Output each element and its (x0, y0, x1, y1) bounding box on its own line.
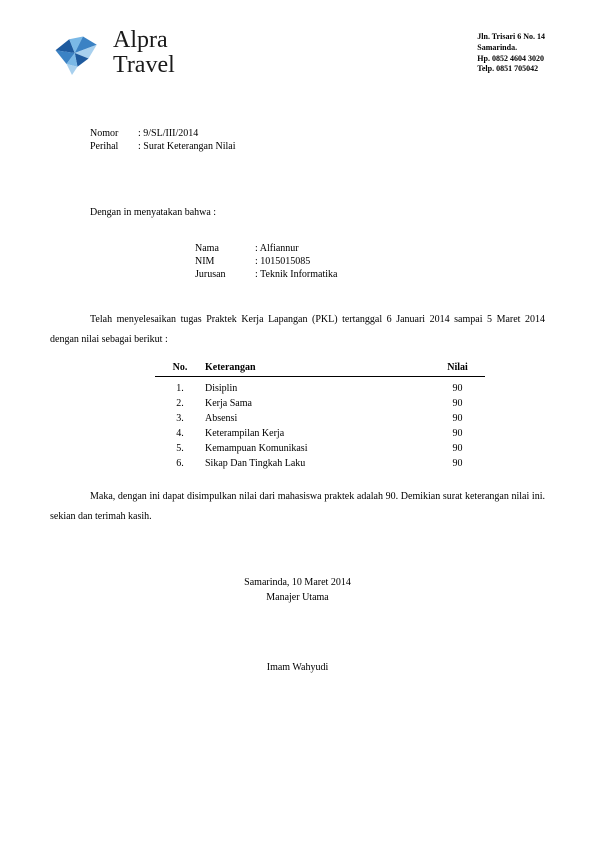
nama-label: Nama (195, 243, 255, 254)
company-name: Alpra Travel (113, 28, 175, 78)
cell-keterangan: Sikap Dan Tingkah Laku (205, 458, 430, 469)
company-name-line2: Travel (113, 53, 175, 78)
nomor-row: Nomor 9/SL/III/2014 (90, 128, 545, 139)
cell-no: 5. (155, 443, 205, 454)
cell-nilai: 90 (430, 398, 485, 409)
table-row: 4.Keterampilan Kerja90 (155, 426, 485, 441)
nim-label: NIM (195, 256, 255, 267)
signature-place-date: Samarinda, 10 Maret 2014 (50, 575, 545, 590)
cell-no: 6. (155, 458, 205, 469)
jurusan-label: Jurusan (195, 269, 255, 280)
cell-no: 2. (155, 398, 205, 409)
header-no: No. (155, 362, 205, 373)
perihal-label: Perihal (90, 141, 138, 152)
cell-nilai: 90 (430, 383, 485, 394)
jurusan-row: Jurusan Teknik Informatika (195, 269, 545, 280)
table-header: No. Keterangan Nilai (155, 362, 485, 377)
bird-logo-icon (50, 28, 105, 78)
table-row: 3.Absensi90 (155, 411, 485, 426)
company-address: Jln. Trisari 6 No. 14 Samarinda. Hp. 085… (477, 28, 545, 75)
cell-keterangan: Keterampilan Kerja (205, 428, 430, 439)
perihal-row: Perihal Surat Keterangan Nilai (90, 141, 545, 152)
signature-title: Manajer Utama (50, 590, 545, 605)
grades-table: No. Keterangan Nilai 1.Disiplin902.Kerja… (155, 362, 485, 471)
nama-value: Alfiannur (255, 243, 299, 254)
cell-no: 1. (155, 383, 205, 394)
cell-keterangan: Kemampuan Komunikasi (205, 443, 430, 454)
table-row: 1.Disiplin90 (155, 381, 485, 396)
address-line: Jln. Trisari 6 No. 14 (477, 32, 545, 43)
address-line: Telp. 0851 705042 (477, 64, 545, 75)
body-paragraph: Telah menyelesaikan tugas Praktek Kerja … (50, 310, 545, 350)
signature-gap (50, 605, 545, 660)
table-row: 2.Kerja Sama90 (155, 396, 485, 411)
student-info: Nama Alfiannur NIM 1015015085 Jurusan Te… (195, 243, 545, 280)
intro-statement: Dengan in menyatakan bahwa : (90, 207, 545, 218)
address-line: Hp. 0852 4604 3020 (477, 54, 545, 65)
cell-nilai: 90 (430, 458, 485, 469)
logo-block: Alpra Travel (50, 28, 175, 78)
header-nilai: Nilai (430, 362, 485, 373)
nomor-label: Nomor (90, 128, 138, 139)
nim-row: NIM 1015015085 (195, 256, 545, 267)
cell-nilai: 90 (430, 443, 485, 454)
cell-keterangan: Absensi (205, 413, 430, 424)
table-body: 1.Disiplin902.Kerja Sama903.Absensi904.K… (155, 381, 485, 471)
cell-keterangan: Disiplin (205, 383, 430, 394)
cell-no: 4. (155, 428, 205, 439)
cell-no: 3. (155, 413, 205, 424)
table-row: 6.Sikap Dan Tingkah Laku90 (155, 456, 485, 471)
conclusion-paragraph: Maka, dengan ini dapat disimpulkan nilai… (50, 487, 545, 527)
cell-nilai: 90 (430, 428, 485, 439)
cell-keterangan: Kerja Sama (205, 398, 430, 409)
cell-nilai: 90 (430, 413, 485, 424)
perihal-value: Surat Keterangan Nilai (138, 141, 235, 152)
nama-row: Nama Alfiannur (195, 243, 545, 254)
header-keterangan: Keterangan (205, 362, 430, 373)
letterhead: Alpra Travel Jln. Trisari 6 No. 14 Samar… (50, 28, 545, 78)
jurusan-value: Teknik Informatika (255, 269, 337, 280)
signature-block: Samarinda, 10 Maret 2014 Manajer Utama I… (50, 575, 545, 675)
nomor-value: 9/SL/III/2014 (138, 128, 198, 139)
signature-name: Imam Wahyudi (50, 660, 545, 675)
table-row: 5.Kemampuan Komunikasi90 (155, 441, 485, 456)
company-name-line1: Alpra (113, 28, 175, 53)
letter-meta: Nomor 9/SL/III/2014 Perihal Surat Ketera… (90, 128, 545, 152)
nim-value: 1015015085 (255, 256, 310, 267)
address-line: Samarinda. (477, 43, 545, 54)
